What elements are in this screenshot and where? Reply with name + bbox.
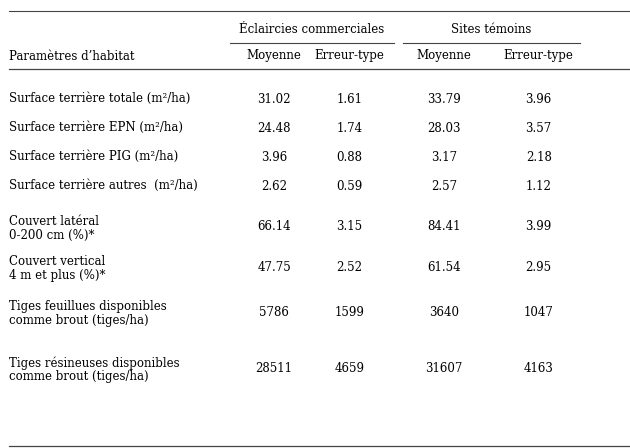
Text: 1599: 1599 — [335, 306, 365, 319]
Text: 2.57: 2.57 — [431, 180, 457, 193]
Text: 3640: 3640 — [429, 306, 459, 319]
Text: Moyenne: Moyenne — [416, 49, 472, 63]
Text: 2.95: 2.95 — [525, 261, 552, 274]
Text: Surface terrière PIG (m²/ha): Surface terrière PIG (m²/ha) — [9, 150, 179, 163]
Text: 4163: 4163 — [524, 362, 554, 375]
Text: 28.03: 28.03 — [427, 122, 461, 135]
Text: 0-200 cm (%)*: 0-200 cm (%)* — [9, 228, 95, 241]
Text: Tiges résineuses disponibles: Tiges résineuses disponibles — [9, 356, 180, 370]
Text: Sites témoins: Sites témoins — [451, 22, 532, 36]
Text: 84.41: 84.41 — [427, 220, 461, 233]
Text: comme brout (tiges/ha): comme brout (tiges/ha) — [9, 314, 149, 327]
Text: Tiges feuillues disponibles: Tiges feuillues disponibles — [9, 300, 167, 313]
Text: 66.14: 66.14 — [257, 220, 291, 233]
Text: Paramètres d’habitat: Paramètres d’habitat — [9, 49, 135, 63]
Text: 3.57: 3.57 — [525, 122, 552, 135]
Text: 2.62: 2.62 — [261, 180, 287, 193]
Text: 28511: 28511 — [256, 362, 292, 375]
Text: 1.12: 1.12 — [525, 180, 552, 193]
Text: 1047: 1047 — [524, 306, 554, 319]
Text: 1.74: 1.74 — [336, 122, 363, 135]
Text: Moyenne: Moyenne — [246, 49, 302, 63]
Text: 1.61: 1.61 — [336, 93, 363, 106]
Text: 3.96: 3.96 — [261, 151, 287, 164]
Text: 31607: 31607 — [425, 362, 463, 375]
Text: 3.99: 3.99 — [525, 220, 552, 233]
Text: Couvert vertical: Couvert vertical — [9, 255, 106, 268]
Text: 2.52: 2.52 — [336, 261, 363, 274]
Text: 3.17: 3.17 — [431, 151, 457, 164]
Text: Couvert latéral: Couvert latéral — [9, 215, 100, 228]
Text: 4 m et plus (%)*: 4 m et plus (%)* — [9, 269, 106, 282]
Text: 5786: 5786 — [259, 306, 289, 319]
Text: 31.02: 31.02 — [257, 93, 291, 106]
Text: Éclaircies commerciales: Éclaircies commerciales — [239, 22, 384, 36]
Text: Surface terrière autres  (m²/ha): Surface terrière autres (m²/ha) — [9, 179, 198, 192]
Text: Erreur-type: Erreur-type — [504, 49, 573, 63]
Text: 3.15: 3.15 — [336, 220, 363, 233]
Text: 3.96: 3.96 — [525, 93, 552, 106]
Text: Surface terrière EPN (m²/ha): Surface terrière EPN (m²/ha) — [9, 121, 183, 134]
Text: 2.18: 2.18 — [525, 151, 552, 164]
Text: 24.48: 24.48 — [257, 122, 291, 135]
Text: comme brout (tiges/ha): comme brout (tiges/ha) — [9, 370, 149, 383]
Text: 61.54: 61.54 — [427, 261, 461, 274]
Text: 4659: 4659 — [335, 362, 365, 375]
Text: 33.79: 33.79 — [427, 93, 461, 106]
Text: 47.75: 47.75 — [257, 261, 291, 274]
Text: 0.88: 0.88 — [336, 151, 363, 164]
Text: 0.59: 0.59 — [336, 180, 363, 193]
Text: Surface terrière totale (m²/ha): Surface terrière totale (m²/ha) — [9, 92, 191, 105]
Text: Erreur-type: Erreur-type — [315, 49, 384, 63]
